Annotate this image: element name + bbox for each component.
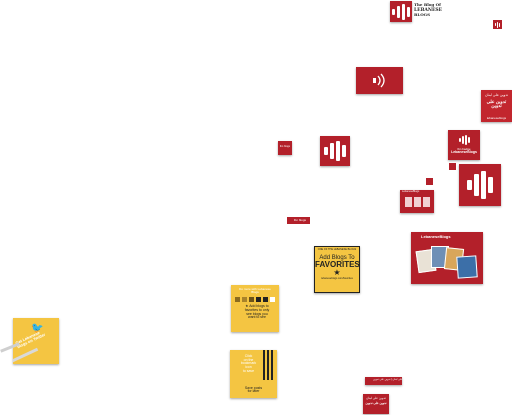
- mini-square-a: [449, 163, 456, 170]
- mini-widget-tile: LebaneseBlogs: [400, 190, 434, 213]
- arabic-banner-line3: lebaneseblogs: [486, 116, 507, 121]
- mini-widget-label: LebaneseBlogs: [402, 190, 420, 193]
- logo-bars-icon: [459, 164, 501, 206]
- favicon-tile: [493, 20, 502, 29]
- save-card-line4: icon: [245, 365, 252, 370]
- logo-bars-icon: [448, 130, 480, 148]
- logo-bars-icon: [320, 136, 350, 166]
- widget-tile-line2: LebaneseBlogs: [451, 150, 477, 155]
- wide-signal-tile: [356, 67, 403, 94]
- top-logo-tile: [390, 1, 412, 22]
- save-card-bottom1: Save posts: [244, 385, 263, 390]
- favorites-foot: lebaneseblogs.com/favorites: [321, 277, 353, 281]
- logo-square-tile: [320, 136, 350, 166]
- favorites-top-text: ONE OF THE LEBANESE BLOGS: [317, 248, 357, 251]
- social-card-title: LebaneseBlogs: [421, 234, 451, 239]
- arabic-banner-line1: تدوين على لبنان: [484, 93, 509, 97]
- yellow-card-title: Do more with Lebanese Blogs: [239, 287, 271, 295]
- logo-bars-icon: [390, 1, 412, 22]
- top-logo-text: The Blog Of LEBANESE BLOGS: [414, 2, 454, 17]
- small-badge-tile: lbn blogs: [278, 141, 292, 155]
- top-logo-line3: BLOGS: [414, 11, 430, 17]
- save-card-bottom2: for later: [247, 389, 260, 394]
- favorites-line2: FAVORITES: [315, 259, 360, 269]
- bottom-banner-text: تدوين على لبنان | تدوين على تدوين: [373, 378, 402, 381]
- large-logo-tile: [459, 164, 501, 206]
- widget-tile-line1: lbn badge: [457, 147, 471, 151]
- signal-icon: [373, 73, 385, 88]
- yellow-card-line4: want to see: [248, 315, 266, 320]
- yellow-card-line1: ★ Add blogs to: [245, 304, 269, 309]
- arabic-banner-line2: تدوين على تدوين: [486, 98, 507, 109]
- bookmark-stripes-icon: [263, 350, 275, 380]
- save-card-line5: to save: [242, 368, 255, 373]
- bottom-tile-line2: تدوين على تدوين: [365, 401, 387, 406]
- twitter-card: 🐦 Get Lebanese blogs on Twitter: [13, 318, 59, 364]
- favorites-card: ONE OF THE LEBANESE BLOGS Add Blogs To F…: [314, 246, 360, 293]
- logo-bars-icon: [493, 20, 502, 29]
- yellow-card-line2: favorites to only: [244, 307, 270, 312]
- twitter-bird-icon: 🐦: [31, 323, 44, 334]
- bottom-arabic-tile: تدوين على لبنان تدوين على تدوين: [363, 394, 389, 414]
- bottom-banner-bar: تدوين على لبنان | تدوين على تدوين: [365, 377, 402, 385]
- social-card: LebaneseBlogs: [411, 232, 483, 284]
- mini-square-b: [426, 178, 433, 185]
- small-badge-label: lbn blogs: [279, 145, 290, 148]
- save-card-line2: on the: [243, 357, 254, 362]
- bottom-tile-line1: تدوين على لبنان: [366, 396, 386, 400]
- arabic-banner-tile: تدوين على لبنان تدوين على تدوين lebanese…: [481, 90, 512, 122]
- top-logo-line2: LEBANESE: [414, 7, 443, 13]
- save-card-line3: bookmark: [240, 361, 257, 366]
- yellow-card-line3: see blogs you: [246, 311, 268, 316]
- favorites-line1: Add Blogs To: [319, 254, 355, 261]
- top-logo-line1: The Blog Of: [414, 2, 441, 7]
- tag-label-text: lbn blogs: [294, 218, 307, 222]
- tag-label: lbn blogs: [287, 217, 310, 224]
- photo-4: [456, 255, 478, 279]
- yellow-info-card: Do more with Lebanese Blogs ★ Add blogs …: [231, 285, 279, 332]
- star-icon: ★: [245, 304, 250, 309]
- widget-tile: lbn badge LebaneseBlogs: [448, 130, 480, 160]
- save-posts-card: Click on the bookmark icon to save Save …: [230, 350, 277, 398]
- star-icon: ★: [333, 268, 341, 278]
- save-card-line1: Click: [244, 354, 253, 358]
